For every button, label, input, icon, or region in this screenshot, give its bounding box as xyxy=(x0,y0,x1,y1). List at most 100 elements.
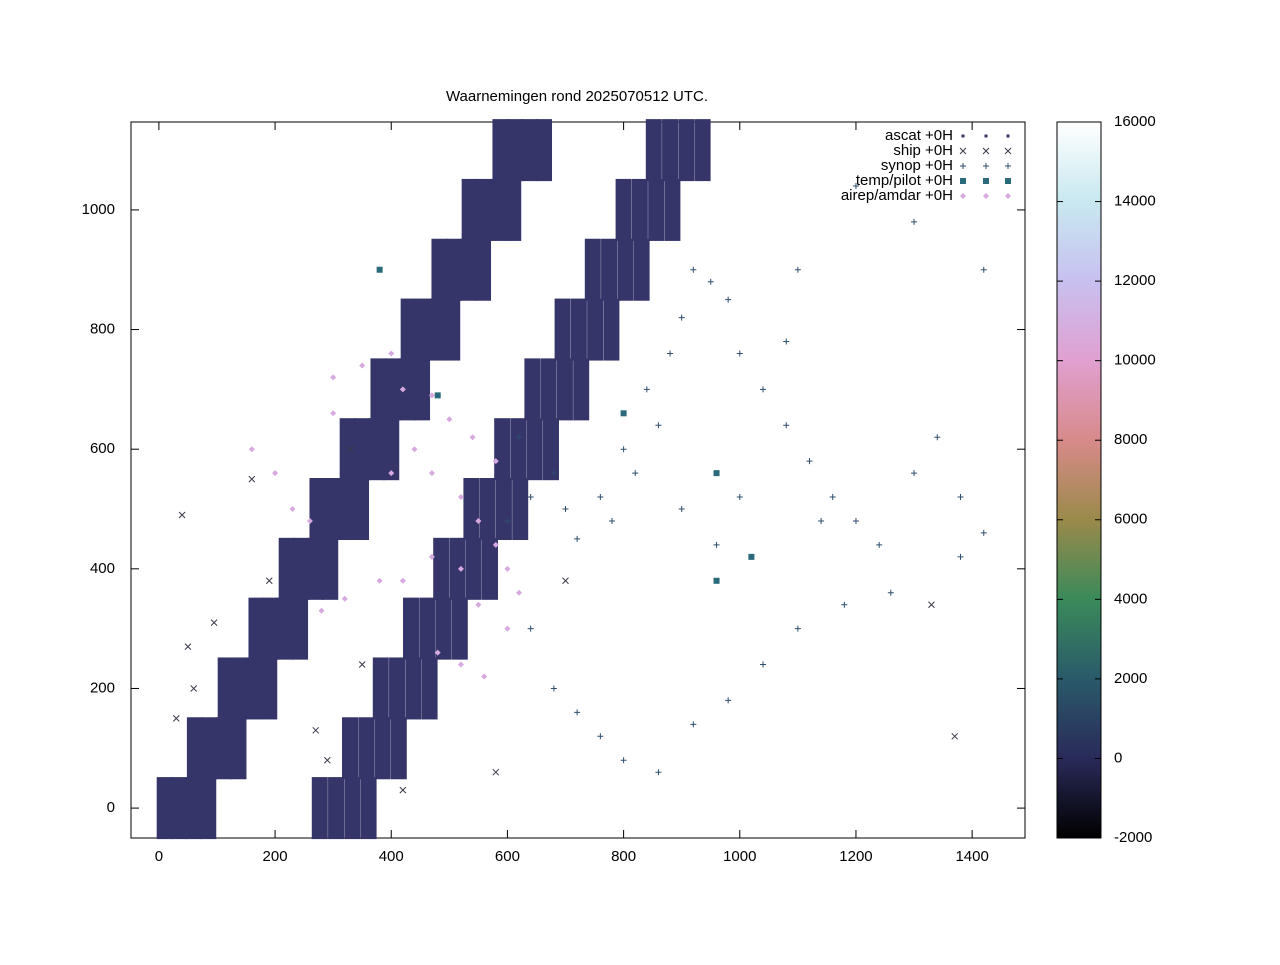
ascat-point xyxy=(201,717,218,780)
ascat-point xyxy=(248,597,265,660)
temp-point xyxy=(748,553,755,560)
ascat-point xyxy=(461,178,478,241)
airep-point xyxy=(516,589,523,596)
synop-point xyxy=(911,218,918,225)
x-tick-label: 1200 xyxy=(839,848,872,865)
legend-marker xyxy=(960,178,966,184)
synop-point xyxy=(818,517,825,524)
temp-point xyxy=(434,392,441,399)
legend-marker xyxy=(983,178,989,184)
legend-marker xyxy=(1005,178,1011,184)
synop-point xyxy=(597,494,604,501)
ascat-point xyxy=(370,358,387,421)
ascat-point xyxy=(662,119,679,182)
synop-point xyxy=(806,458,813,465)
ascat-point xyxy=(309,478,326,541)
x-tick-label: 800 xyxy=(611,848,636,865)
ascat-point xyxy=(648,178,665,241)
ascat-point xyxy=(694,119,711,182)
ship-point xyxy=(951,732,959,740)
ship-point xyxy=(210,619,218,627)
ascat-point xyxy=(510,418,527,481)
synop-point xyxy=(527,494,534,501)
ascat-point xyxy=(664,178,681,241)
synop-point xyxy=(911,470,918,477)
synop-point xyxy=(794,625,801,632)
ascat-point xyxy=(384,358,401,421)
y-tick-label: 200 xyxy=(90,679,115,696)
colorbar-tick-label: 6000 xyxy=(1114,511,1147,528)
ascat-point xyxy=(338,478,355,541)
ascat-point xyxy=(374,717,391,780)
synop-point xyxy=(632,470,639,477)
ascat-point xyxy=(451,597,468,660)
x-tick-label: 0 xyxy=(155,848,163,865)
airep-point xyxy=(399,577,406,584)
ascat-point xyxy=(399,358,416,421)
synop-point xyxy=(504,517,511,524)
legend-label: temp/pilot +0H xyxy=(856,172,953,189)
ship-point xyxy=(312,726,320,734)
temp-point xyxy=(376,266,383,273)
ascat-point xyxy=(344,777,361,840)
airep-point xyxy=(341,595,348,602)
legend-label: ascat +0H xyxy=(885,127,953,144)
synop-point xyxy=(852,183,859,190)
airep-point xyxy=(428,470,435,477)
ascat-point xyxy=(322,537,339,600)
synop-point xyxy=(574,709,581,716)
y-tick-label: 800 xyxy=(90,321,115,338)
ascat-point xyxy=(368,418,385,481)
synop-point xyxy=(574,535,581,542)
colorbar-tick-label: 12000 xyxy=(1114,272,1156,289)
colorbar-tick-label: 16000 xyxy=(1114,113,1156,130)
ascat-point xyxy=(341,717,358,780)
synop-point xyxy=(690,721,697,728)
ascat-point xyxy=(262,597,279,660)
legend-marker xyxy=(1006,134,1010,138)
ascat-point xyxy=(570,298,587,361)
ascat-point xyxy=(554,298,571,361)
ascat-point xyxy=(307,537,324,600)
legend-marker xyxy=(1005,163,1011,169)
colorbar-tick-label: 10000 xyxy=(1114,352,1156,369)
ascat-point xyxy=(475,238,492,301)
synop-point xyxy=(516,434,523,441)
ascat-point xyxy=(633,238,650,301)
synop-point xyxy=(852,517,859,524)
x-tick-label: 400 xyxy=(379,848,404,865)
ship-point xyxy=(323,756,331,764)
ascat-point xyxy=(215,717,232,780)
ship-point xyxy=(358,661,366,668)
synop-point xyxy=(527,625,534,632)
ascat-point xyxy=(444,298,461,361)
ascat-point xyxy=(631,178,648,241)
ascat-point xyxy=(390,717,407,780)
airep-point xyxy=(359,362,366,369)
legend-marker xyxy=(960,163,966,169)
ascat-point xyxy=(587,298,604,361)
ascat-point xyxy=(512,478,529,541)
ascat-point xyxy=(526,418,543,481)
ascat-point xyxy=(311,777,328,840)
colorbar-tick-label: 14000 xyxy=(1114,193,1156,210)
airep-point xyxy=(388,350,395,357)
airep-point xyxy=(272,470,279,477)
ascat-point xyxy=(645,119,662,182)
y-tick-label: 400 xyxy=(90,560,115,577)
chart-title: Waarnemingen rond 2025070512 UTC. xyxy=(446,88,708,105)
colorbar-tick-label: 8000 xyxy=(1114,431,1147,448)
synop-point xyxy=(550,470,557,477)
synop-point xyxy=(829,494,836,501)
x-tick-label: 600 xyxy=(495,848,520,865)
legend-marker xyxy=(983,163,989,169)
synop-point xyxy=(783,338,790,345)
ascat-point xyxy=(383,418,400,481)
airep-point xyxy=(376,577,383,584)
ascat-point xyxy=(573,358,590,421)
airep-point xyxy=(492,458,499,465)
ascat-point xyxy=(460,238,477,301)
ascat-point xyxy=(156,777,173,840)
ascat-point xyxy=(277,597,294,660)
